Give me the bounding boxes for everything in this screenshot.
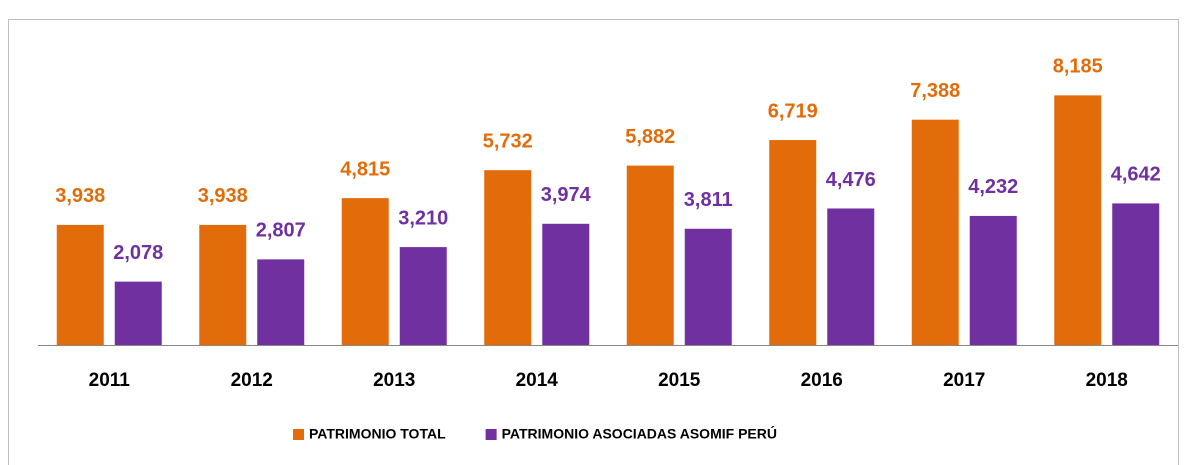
bar xyxy=(199,224,247,345)
x-tick-label: 2017 xyxy=(943,370,985,391)
bar xyxy=(341,198,389,345)
x-tick-label: 2012 xyxy=(231,370,273,391)
data-label: 4,642 xyxy=(1111,164,1161,186)
data-label: 2,078 xyxy=(113,242,163,264)
bar xyxy=(626,165,674,345)
data-label: 3,210 xyxy=(398,207,448,229)
x-tick-label: 2018 xyxy=(1086,370,1128,391)
chart-frame xyxy=(8,19,1179,465)
x-tick-label: 2013 xyxy=(373,370,415,391)
bar xyxy=(484,170,532,345)
data-label: 6,719 xyxy=(768,100,818,122)
data-label: 8,185 xyxy=(1053,56,1103,78)
legend-swatch xyxy=(485,429,497,440)
bar xyxy=(769,140,817,345)
legend-label: PATRIMONIO ASOCIADAS ASOMIF PERÚ xyxy=(502,425,777,442)
data-label: 3,938 xyxy=(198,185,248,207)
data-label: 3,938 xyxy=(55,185,105,207)
legend-swatch xyxy=(293,429,304,440)
data-label: 5,732 xyxy=(483,130,533,152)
legend-label: PATRIMONIO TOTAL xyxy=(309,426,446,442)
data-label: 5,882 xyxy=(625,126,675,148)
x-tick-label: 2016 xyxy=(801,370,843,391)
bar xyxy=(911,119,959,345)
x-tick-label: 2011 xyxy=(89,370,131,391)
bar xyxy=(684,228,732,345)
data-label: 4,815 xyxy=(340,158,390,180)
bar xyxy=(1054,95,1102,345)
bar xyxy=(827,208,875,345)
data-label: 7,388 xyxy=(910,80,960,102)
bar xyxy=(969,215,1017,345)
data-label: 3,974 xyxy=(541,184,592,206)
bar xyxy=(257,259,305,345)
bar xyxy=(399,247,447,345)
bar xyxy=(542,223,590,345)
data-label: 4,476 xyxy=(826,169,876,191)
data-label: 2,807 xyxy=(256,220,306,242)
bar xyxy=(114,281,162,345)
bar xyxy=(56,224,104,345)
data-label: 4,232 xyxy=(968,176,1018,198)
data-label: 3,811 xyxy=(684,189,733,211)
bar xyxy=(1112,203,1160,345)
x-tick-label: 2015 xyxy=(658,370,701,391)
x-tick-label: 2014 xyxy=(516,370,559,391)
